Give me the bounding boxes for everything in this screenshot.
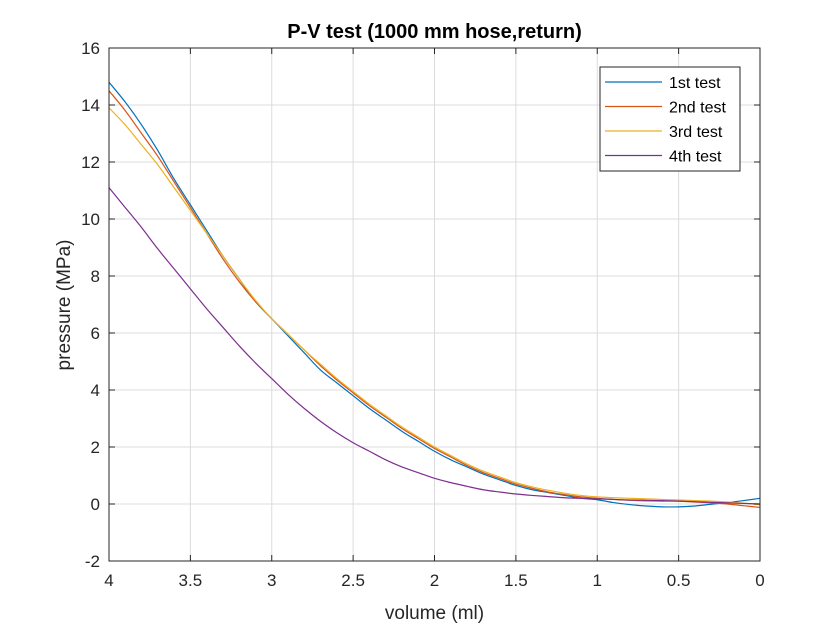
x-tick-label: 0.5 — [667, 571, 691, 590]
series-line-2 — [108, 90, 761, 509]
y-axis-label: pressure (MPa) — [54, 240, 75, 371]
y-tick-label: 0 — [91, 495, 100, 514]
y-tick-label: 6 — [91, 324, 100, 343]
series-layer — [108, 81, 761, 509]
x-tick-label: 2.5 — [341, 571, 365, 590]
series-line-4 — [108, 187, 761, 505]
legend: 1st test 2nd test 3rd test 4th test — [599, 66, 741, 172]
x-tick-label: 4 — [104, 571, 113, 590]
series-line-3 — [108, 107, 761, 506]
x-tick-label: 1.5 — [504, 571, 528, 590]
legend-label-3: 3rd test — [669, 124, 723, 141]
chart-title: P-V test (1000 mm hose,return) — [287, 21, 582, 43]
y-tick-label: 10 — [81, 210, 100, 229]
y-tick-label: 12 — [81, 153, 100, 172]
legend-label-1: 1st test — [669, 75, 721, 92]
x-tick-label: 3.5 — [179, 571, 203, 590]
x-tick-label: 0 — [755, 571, 764, 590]
legend-box — [599, 66, 741, 172]
x-tick-label: 1 — [593, 571, 602, 590]
y-tick-label: -2 — [85, 552, 100, 571]
x-tick-label: 2 — [430, 571, 439, 590]
y-tick-label: 4 — [91, 381, 100, 400]
legend-label-2: 2nd test — [669, 100, 726, 117]
y-tick-label: 2 — [91, 438, 100, 457]
legend-label-4: 4th test — [669, 149, 722, 166]
y-tick-label: 14 — [81, 96, 100, 115]
x-axis: 4 3.5 3 2.5 2 1.5 1 0.5 0 — [104, 48, 765, 590]
x-axis-label: volume (ml) — [385, 603, 484, 624]
y-tick-label: 8 — [91, 267, 100, 286]
y-axis: 16 14 12 10 8 6 4 2 0 -2 — [81, 39, 760, 571]
x-tick-label: 3 — [267, 571, 276, 590]
y-tick-label: 16 — [81, 39, 100, 58]
